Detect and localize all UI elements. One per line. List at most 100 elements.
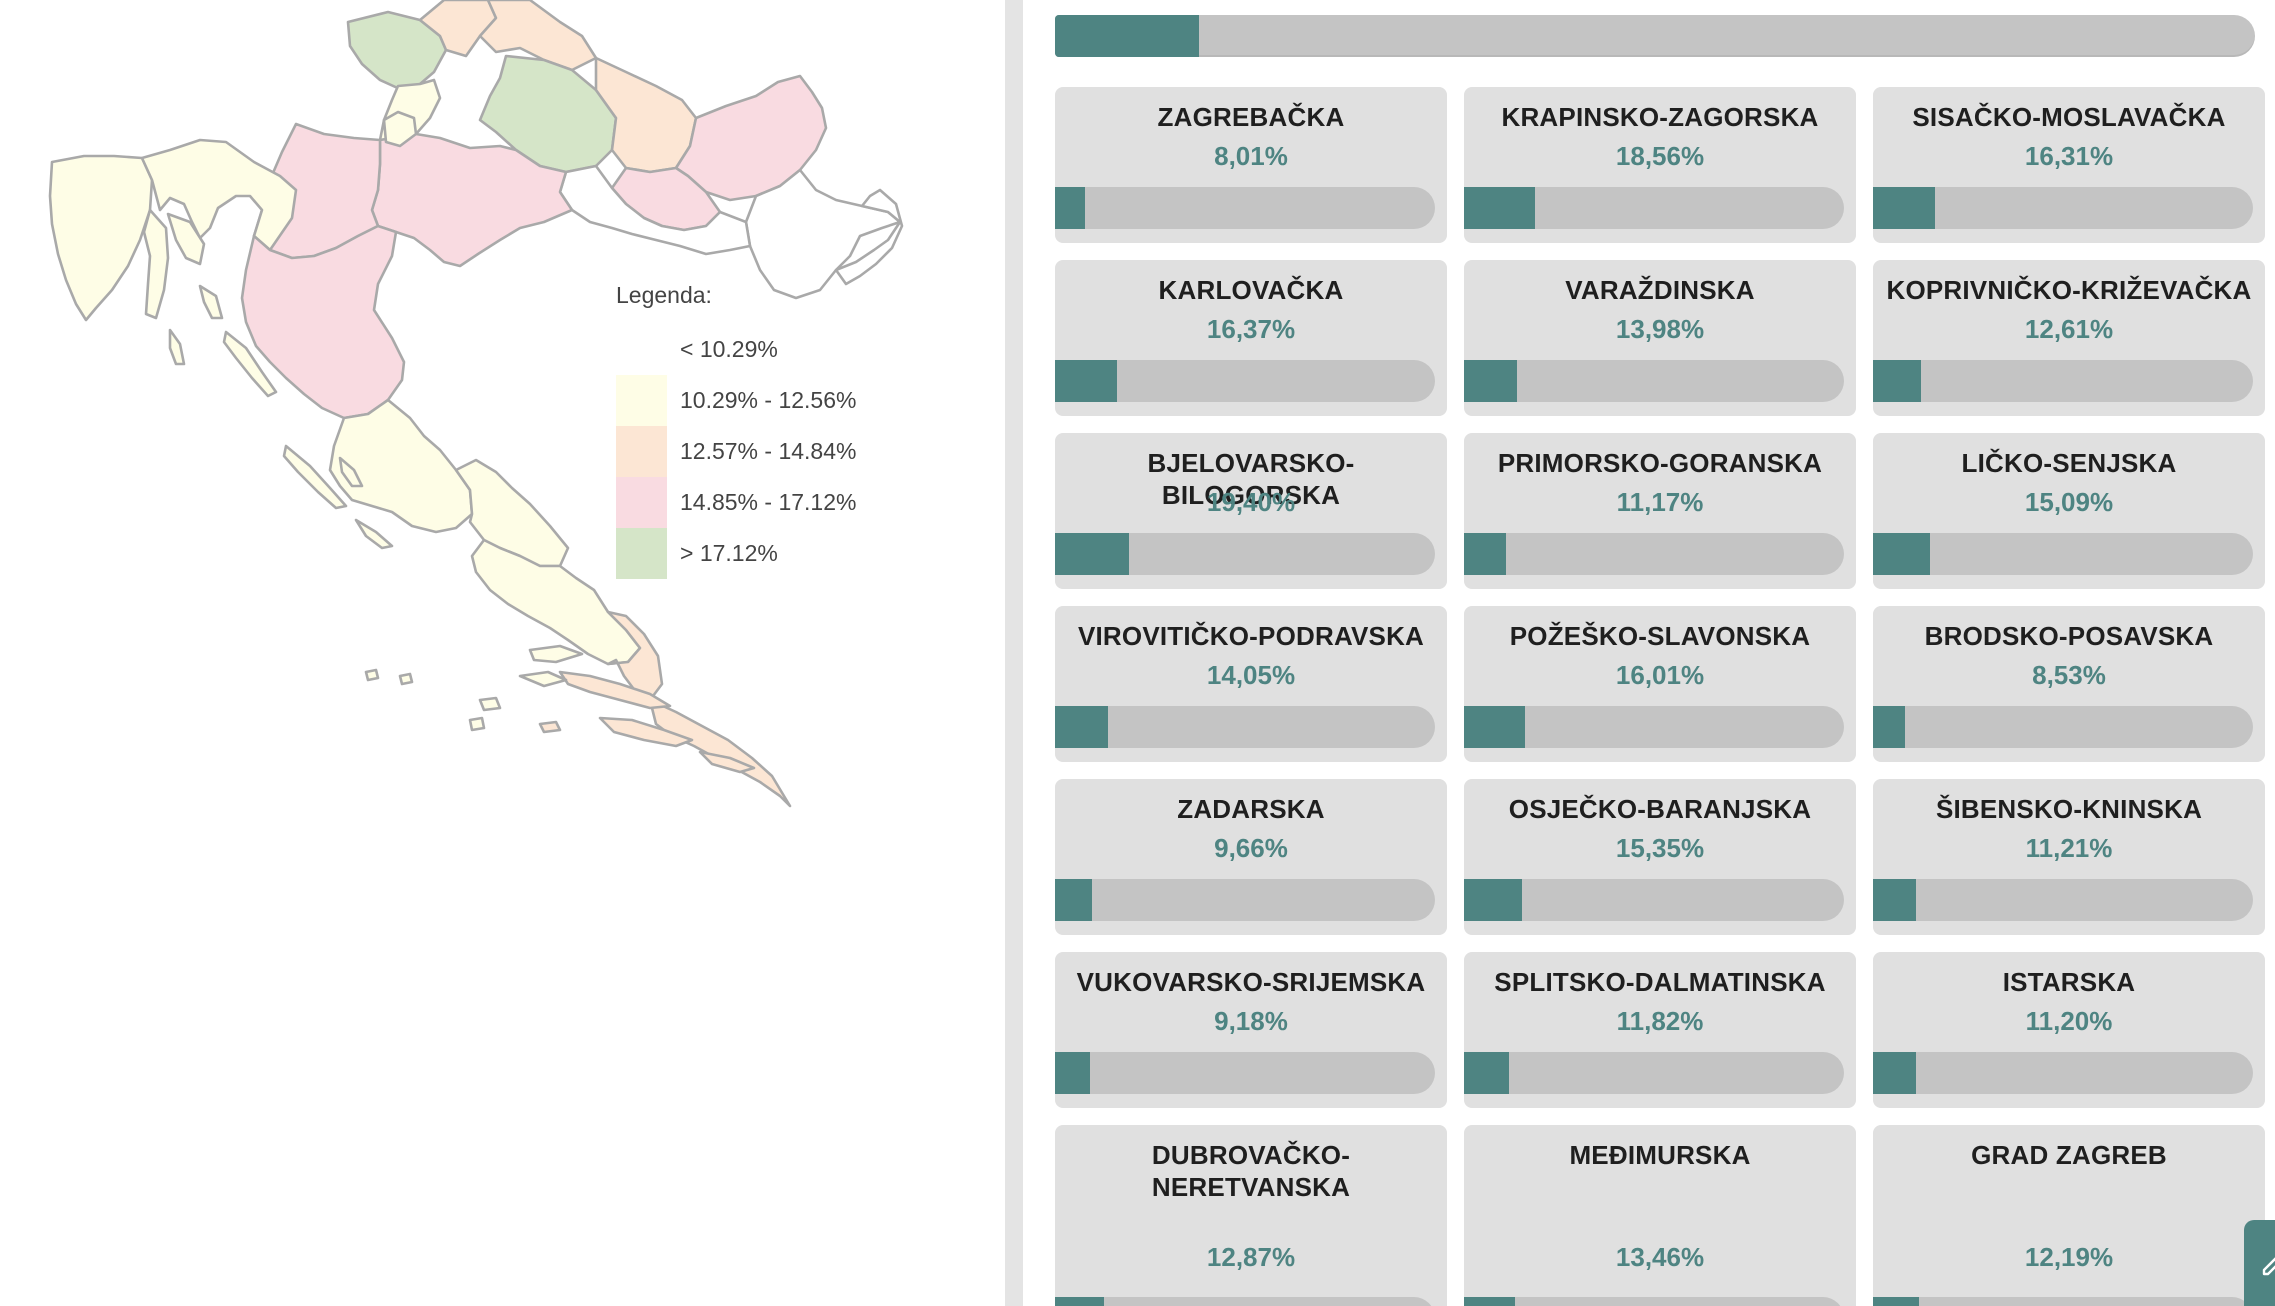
county-percentage: 9,66%	[1214, 833, 1288, 863]
county-card[interactable]: SISAČKO-MOSLAVAČKA 16,31%	[1873, 87, 2265, 243]
county-progress-fill	[1464, 533, 1507, 575]
county-card[interactable]: OSJEČKO-BARANJSKA 15,35%	[1464, 779, 1856, 935]
edit-button[interactable]	[2244, 1220, 2275, 1306]
county-progress-bar	[1055, 360, 1435, 402]
county-progress-fill	[1873, 706, 1906, 748]
map-island-brac	[528, 644, 584, 664]
legend-item: 12.57% - 14.84%	[616, 426, 916, 477]
map-region-sibenska[interactable]	[454, 458, 570, 568]
croatia-map	[48, 0, 904, 808]
county-progress-bar	[1873, 1052, 2253, 1094]
county-card[interactable]: LIČKO-SENJSKA 15,09%	[1873, 433, 2265, 589]
county-card[interactable]: POŽEŠKO-SLAVONSKA 16,01%	[1464, 606, 1856, 762]
county-card[interactable]: KARLOVAČKA 16,37%	[1055, 260, 1447, 416]
map-region-dubrovacka[interactable]	[606, 610, 664, 702]
county-progress-bar	[1055, 1052, 1435, 1094]
county-progress-bar	[1873, 187, 2253, 229]
county-progress-bar	[1873, 533, 2253, 575]
county-progress-bar	[1055, 1297, 1435, 1306]
map-region-medimurska[interactable]	[346, 10, 448, 92]
county-card[interactable]: SPLITSKO-DALMATINSKA 11,82%	[1464, 952, 1856, 1108]
map-island-peljesac	[558, 670, 672, 710]
county-card[interactable]: ISTARSKA 11,20%	[1873, 952, 2265, 1108]
map-island-small-1	[364, 668, 380, 682]
county-card[interactable]: BRODSKO-POSAVSKA 8,53%	[1873, 606, 2265, 762]
legend-swatch	[616, 426, 667, 477]
county-card[interactable]: GRAD ZAGREB 12,19%	[1873, 1125, 2265, 1306]
county-progress-bar	[1873, 1297, 2253, 1306]
map-region-istarska[interactable]	[48, 154, 154, 322]
county-percentage: 13,46%	[1615, 1242, 1705, 1272]
county-progress-bar	[1055, 533, 1435, 575]
map-island-lastovo	[538, 720, 562, 734]
results-panel: ZAGREBAČKA 8,01% KRAPINSKO-ZAGORSKA 18,56% S…	[1023, 0, 2275, 1306]
county-name: OSJEČKO-BARANJSKA	[1508, 794, 1812, 824]
county-card[interactable]: MEĐIMURSKA 13,46%	[1464, 1125, 1856, 1306]
county-percentage: 16,31%	[2024, 141, 2114, 171]
county-card[interactable]: PRIMORSKO-GORANSKA 11,17%	[1464, 433, 1856, 589]
map-region-dubrovacka-coast[interactable]	[648, 698, 792, 808]
county-percentage: 16,01%	[1615, 660, 1705, 690]
county-progress-bar	[1873, 360, 2253, 402]
map-region-grad-zagreb[interactable]	[382, 110, 418, 148]
county-card[interactable]: KOPRIVNIČKO-KRIŽEVAČKA 12,61%	[1873, 260, 2265, 416]
map-legend: Legenda: < 10.29% 10.29% - 12.56% 12.57% -…	[616, 278, 916, 579]
legend-label: 10.29% - 12.56%	[680, 387, 857, 413]
county-name: SPLITSKO-DALMATINSKA	[1494, 967, 1826, 997]
county-card[interactable]: ŠIBENSKO-KNINSKA 11,21%	[1873, 779, 2265, 935]
county-name: PRIMORSKO-GORANSKA	[1497, 448, 1823, 478]
overall-progress-fill	[1055, 15, 1199, 57]
legend-label: > 17.12%	[680, 540, 778, 566]
legend-item: 10.29% - 12.56%	[616, 375, 916, 426]
county-progress-bar	[1464, 187, 1844, 229]
county-progress-fill	[1055, 187, 1086, 229]
overall-progress-bar	[1055, 15, 2255, 57]
map-region-primorska[interactable]	[140, 138, 298, 252]
county-name: BRODSKO-POSAVSKA	[1924, 621, 2214, 651]
county-progress-fill	[1055, 706, 1109, 748]
county-card[interactable]: KRAPINSKO-ZAGORSKA 18,56%	[1464, 87, 1856, 243]
county-progress-fill	[1873, 187, 1935, 229]
county-progress-fill	[1873, 1052, 1916, 1094]
county-progress-bar	[1464, 879, 1844, 921]
county-card[interactable]: BJELOVARSKO-BILOGORSKA 19,40%	[1055, 433, 1447, 589]
map-region-vukovarska[interactable]	[744, 168, 902, 300]
county-progress-fill	[1873, 360, 1921, 402]
county-percentage: 15,35%	[1615, 833, 1705, 863]
county-name: ŠIBENSKO-KNINSKA	[1935, 794, 2203, 824]
county-percentage: 16,37%	[1206, 314, 1296, 344]
county-name: VIROVITIČKO-PODRAVSKA	[1077, 621, 1425, 651]
map-island-dugi-otok	[282, 444, 348, 510]
map-island-kornati	[354, 518, 394, 550]
county-progress-bar	[1055, 706, 1435, 748]
county-card[interactable]: VARAŽDINSKA 13,98%	[1464, 260, 1856, 416]
map-region-zadarska[interactable]	[328, 398, 474, 534]
legend-swatch	[616, 528, 667, 579]
county-card[interactable]: VUKOVARSKO-SRIJEMSKA 9,18%	[1055, 952, 1447, 1108]
county-progress-bar	[1873, 879, 2253, 921]
county-card[interactable]: ZAGREBAČKA 8,01%	[1055, 87, 1447, 243]
county-percentage: 8,53%	[2032, 660, 2106, 690]
map-island-vis	[478, 696, 502, 712]
county-progress-bar	[1055, 879, 1435, 921]
county-name: LIČKO-SENJSKA	[1961, 448, 2177, 478]
county-progress-fill	[1464, 1052, 1509, 1094]
map-island-rab	[198, 284, 224, 320]
county-percentage: 19,40%	[1206, 487, 1296, 517]
map-island-mljet	[698, 750, 756, 774]
county-percentage: 12,19%	[2024, 1242, 2114, 1272]
county-name: VUKOVARSKO-SRIJEMSKA	[1076, 967, 1426, 997]
county-progress-fill	[1464, 879, 1523, 921]
county-percentage: 11,21%	[2025, 833, 2113, 863]
map-region-brodska[interactable]	[558, 164, 752, 256]
map-island-cres	[142, 208, 170, 320]
county-name: DUBROVAČKO-NERETVANSKA	[1151, 1140, 1351, 1202]
county-percentage: 11,82%	[1616, 1006, 1704, 1036]
map-island-krk	[166, 212, 206, 266]
county-card[interactable]: ZADARSKA 9,66%	[1055, 779, 1447, 935]
county-card[interactable]: VIROVITIČKO-PODRAVSKA 14,05%	[1055, 606, 1447, 762]
county-progress-bar	[1055, 187, 1435, 229]
county-card[interactable]: DUBROVAČKO-NERETVANSKA 12,87%	[1055, 1125, 1447, 1306]
map-region-licka[interactable]	[240, 224, 406, 420]
